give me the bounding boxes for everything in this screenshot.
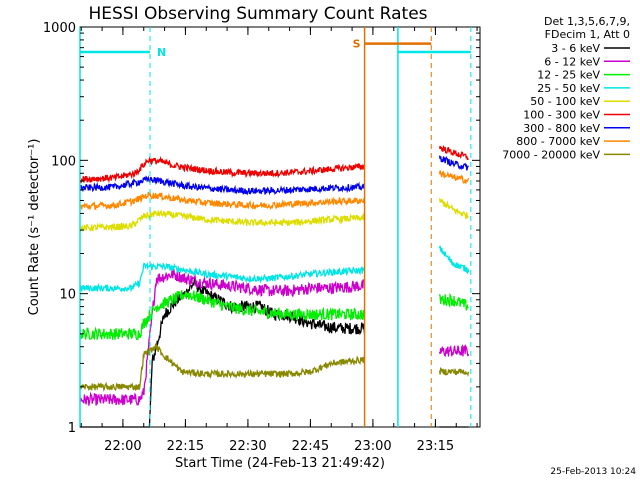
night-flag-label: N (157, 46, 166, 59)
x-axis-label: Start Time (24-Feb-13 21:49:42) (175, 456, 385, 471)
plot-content: NS (79, 27, 472, 428)
legend-entry-label: 800 - 7000 keV (516, 135, 600, 148)
y-tick-label: 1000 (43, 21, 76, 36)
series-line-25-50-kev-kev-after-gap (438, 245, 470, 275)
x-tick-label: 23:00 (354, 439, 391, 454)
legend-entry-label: 3 - 6 keV (551, 42, 600, 55)
slew-flag-label: S (353, 38, 361, 51)
legend-entry-label: 300 - 800 keV (523, 122, 600, 135)
legend-entry-label: 6 - 12 keV (544, 55, 600, 68)
series-line-3-6-kev-kev (80, 277, 366, 428)
y-tick-label: 10 (59, 288, 76, 303)
series-line-6-12-kev-kev-after-gap (438, 343, 470, 358)
legend-entry-label: 25 - 50 keV (537, 82, 600, 95)
x-tick-label: 22:15 (167, 439, 204, 454)
legend: Det 1,3,5,6,7,9, FDecim 1, Att 0 3 - 6 k… (502, 15, 630, 161)
y-tick-label: 100 (51, 154, 76, 169)
series-line-12-25-kev-kev (79, 290, 365, 341)
x-axis: 22:00 22:15 22:30 22:45 23:00 23:15 (80, 27, 478, 454)
x-tick-label: 22:00 (104, 439, 141, 454)
legend-entry-label: 50 - 100 keV (530, 95, 600, 108)
timestamp: 25-Feb-2013 10:24 (550, 467, 636, 477)
series-line-7000-20000-kev-kev (79, 343, 366, 393)
series-line-6-12-kev-kev (79, 269, 365, 406)
series-line-12-25-kev-kev-after-gap (438, 292, 469, 311)
legend-header-line-1: Det 1,3,5,6,7,9, (544, 15, 630, 28)
series-line-25-50-kev-kev (79, 261, 366, 293)
legend-entry-label: 12 - 25 keV (537, 69, 600, 82)
y-axis: 1 10 100 1000 (43, 21, 480, 436)
series-line-800-7000-kev-kev (79, 191, 366, 211)
legend-entry-label: 100 - 300 keV (523, 109, 600, 122)
x-tick-label: 23:15 (417, 439, 454, 454)
series-line-800-7000-kev-kev-after-gap (438, 170, 470, 184)
legend-entry-label: 7000 - 20000 keV (502, 148, 600, 161)
chart-title: HESSI Observing Summary Count Rates (88, 4, 427, 24)
x-tick-label: 22:30 (229, 439, 266, 454)
series-line-100-300-kev-kev (79, 155, 366, 184)
y-tick-label: 1 (68, 421, 76, 436)
legend-header-line-2: FDecim 1, Att 0 (545, 28, 630, 41)
series-line-300-800-kev-kev-after-gap (438, 155, 469, 171)
series-line-100-300-kev-kev-after-gap (438, 144, 469, 161)
plot-area (79, 26, 481, 428)
series-line-300-800-kev-kev (79, 175, 366, 196)
y-axis-label: Count Rate (s⁻¹ detector⁻¹) (27, 139, 42, 316)
series-line-50-100-kev-kev (79, 209, 366, 233)
x-tick-label: 22:45 (292, 439, 329, 454)
series-line-7000-20000-kev-kev-after-gap (438, 366, 470, 378)
series-line-50-100-kev-kev-after-gap (438, 198, 469, 220)
